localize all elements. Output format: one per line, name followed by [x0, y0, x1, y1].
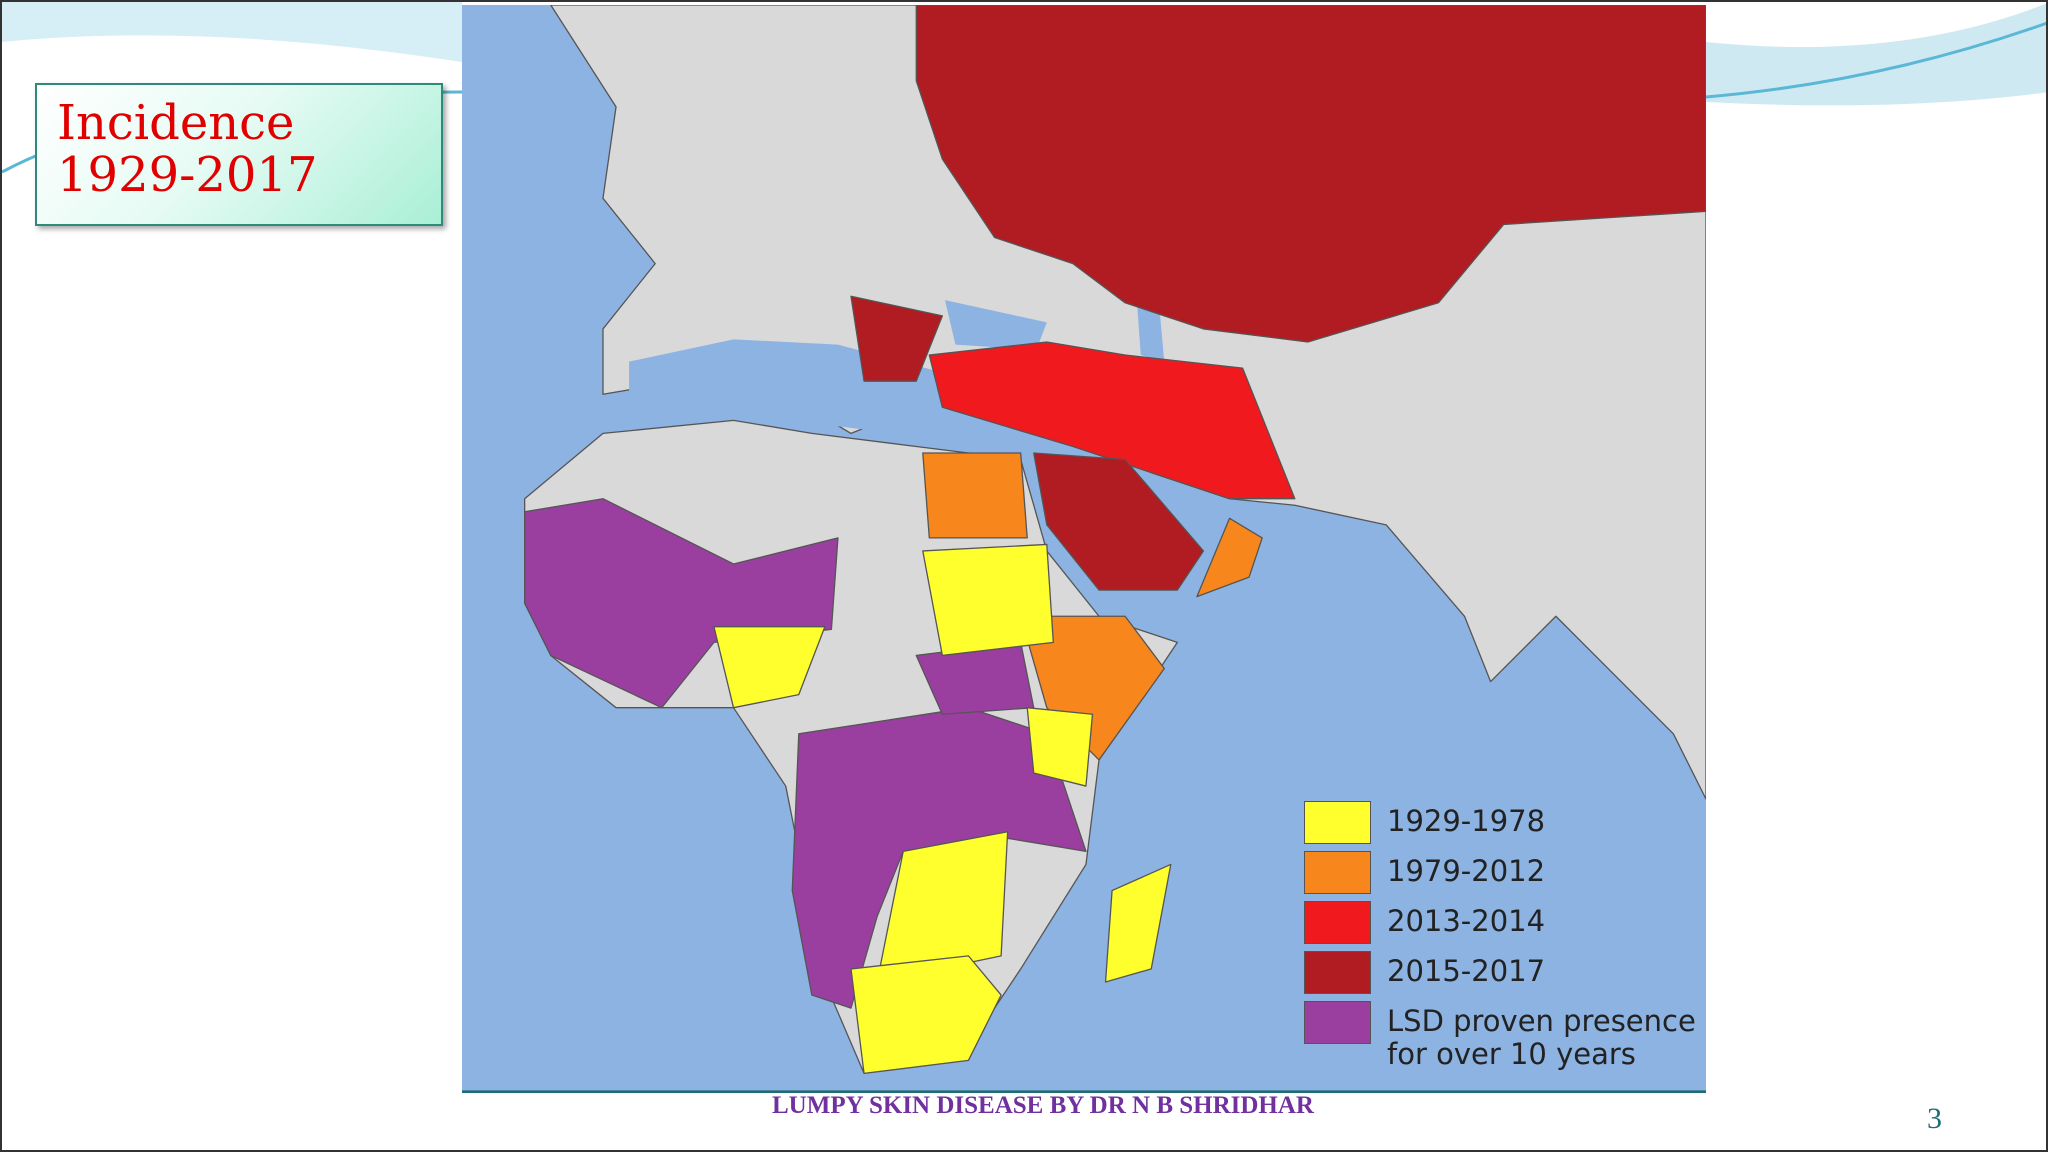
region-1979-2012 [1196, 517, 1263, 598]
legend-label-line: LSD proven presence [1387, 1004, 1696, 1038]
swoosh [1706, 3, 2046, 106]
region-1929-1978 [876, 831, 1009, 983]
legend-label: 1929-1978 [1387, 805, 1545, 838]
legend-label: 2013-2014 [1387, 905, 1545, 938]
footer: LUMPY SKIN DISEASE BY DR N B SHRIDHAR [772, 1092, 1314, 1119]
legend-swatch [1304, 1001, 1371, 1044]
title-line: 1929-2017 [57, 147, 318, 203]
legend-label: 1979-2012 [1387, 855, 1545, 888]
legend-entry: 1979-2012 [1304, 851, 1696, 901]
swoosh-line [1705, 21, 2046, 99]
region-1929-1978 [922, 543, 1054, 657]
title-line: Incidence [57, 95, 295, 151]
legend: 1929-1978 1979-2012 2013-2014 2015-2017 LSD … [1304, 801, 1696, 1071]
region-2015-2017 [850, 295, 944, 382]
region-1929-1978 [850, 955, 1002, 1075]
sea [629, 339, 1021, 437]
legend-label-line: for over 10 years [1387, 1037, 1636, 1071]
map [462, 5, 1706, 1093]
region-2015-2017 [1033, 452, 1205, 591]
region-1979-2012 [1020, 615, 1165, 761]
legend-entry: 2013-2014 [1304, 901, 1696, 951]
legend-label-line: 1929-1978 [1387, 804, 1546, 838]
region-1929-1978 [1104, 863, 1172, 983]
legend-label-line: 1979-2012 [1387, 854, 1546, 888]
legend-swatch [1304, 851, 1371, 894]
region-2013-2014 [928, 341, 1296, 500]
region-1929-1978 [1026, 707, 1094, 787]
region-1929-1978 [713, 626, 826, 709]
legend-entry: LSD proven presence for over 10 years [1304, 1001, 1696, 1071]
legend-entry: 2015-2017 [1304, 951, 1696, 1001]
legend-label-line: 2013-2014 [1387, 904, 1546, 938]
sea [944, 300, 1047, 350]
legend-label: LSD proven presence for over 10 years [1387, 1005, 1696, 1071]
region-1979-2012 [922, 452, 1028, 539]
legend-swatch [1304, 801, 1371, 844]
legend-swatch [1304, 951, 1371, 994]
legend-label: 2015-2017 [1387, 955, 1545, 988]
page-number: 3 [1927, 1102, 1942, 1135]
legend-label-line: 2015-2017 [1387, 954, 1546, 988]
legend-swatch [1304, 901, 1371, 944]
legend-entry: 1929-1978 [1304, 801, 1696, 851]
title-box: Incidence 1929-2017 [35, 83, 443, 226]
region-2015-2017 [915, 5, 1706, 343]
swoosh [2, 2, 462, 62]
